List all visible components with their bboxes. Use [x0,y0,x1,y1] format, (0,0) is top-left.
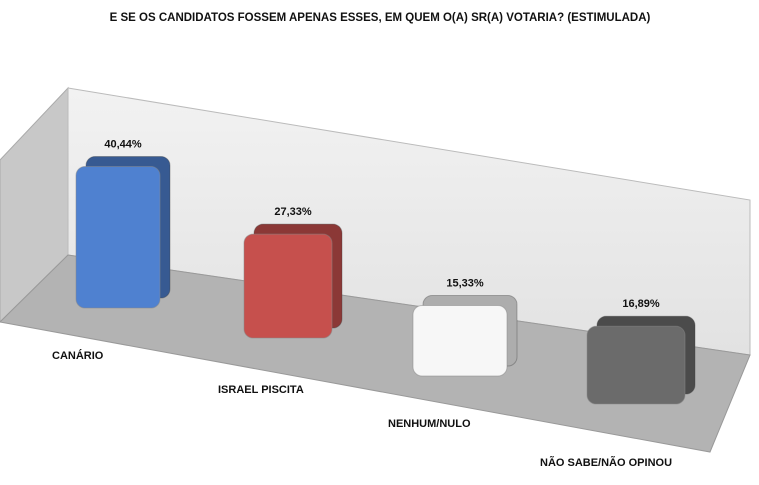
category-label: CANÁRIO [52,349,104,362]
bar [243,233,333,339]
value-label: 40,44% [104,138,142,150]
category-label: NÃO SABE/NÃO OPINOU [540,456,672,469]
value-label: 15,33% [446,277,484,289]
category-label: ISRAEL PISCITA [218,384,304,396]
floor [0,254,751,453]
value-label: 16,89% [622,298,660,310]
category-label: NENHUM/NULO [388,418,471,430]
value-label: 27,33% [274,206,312,218]
bar [586,325,686,405]
chart-title: E SE OS CANDIDATOS FOSSEM APENAS ESSES, … [110,12,651,24]
bar [75,165,161,309]
bar [412,304,508,377]
